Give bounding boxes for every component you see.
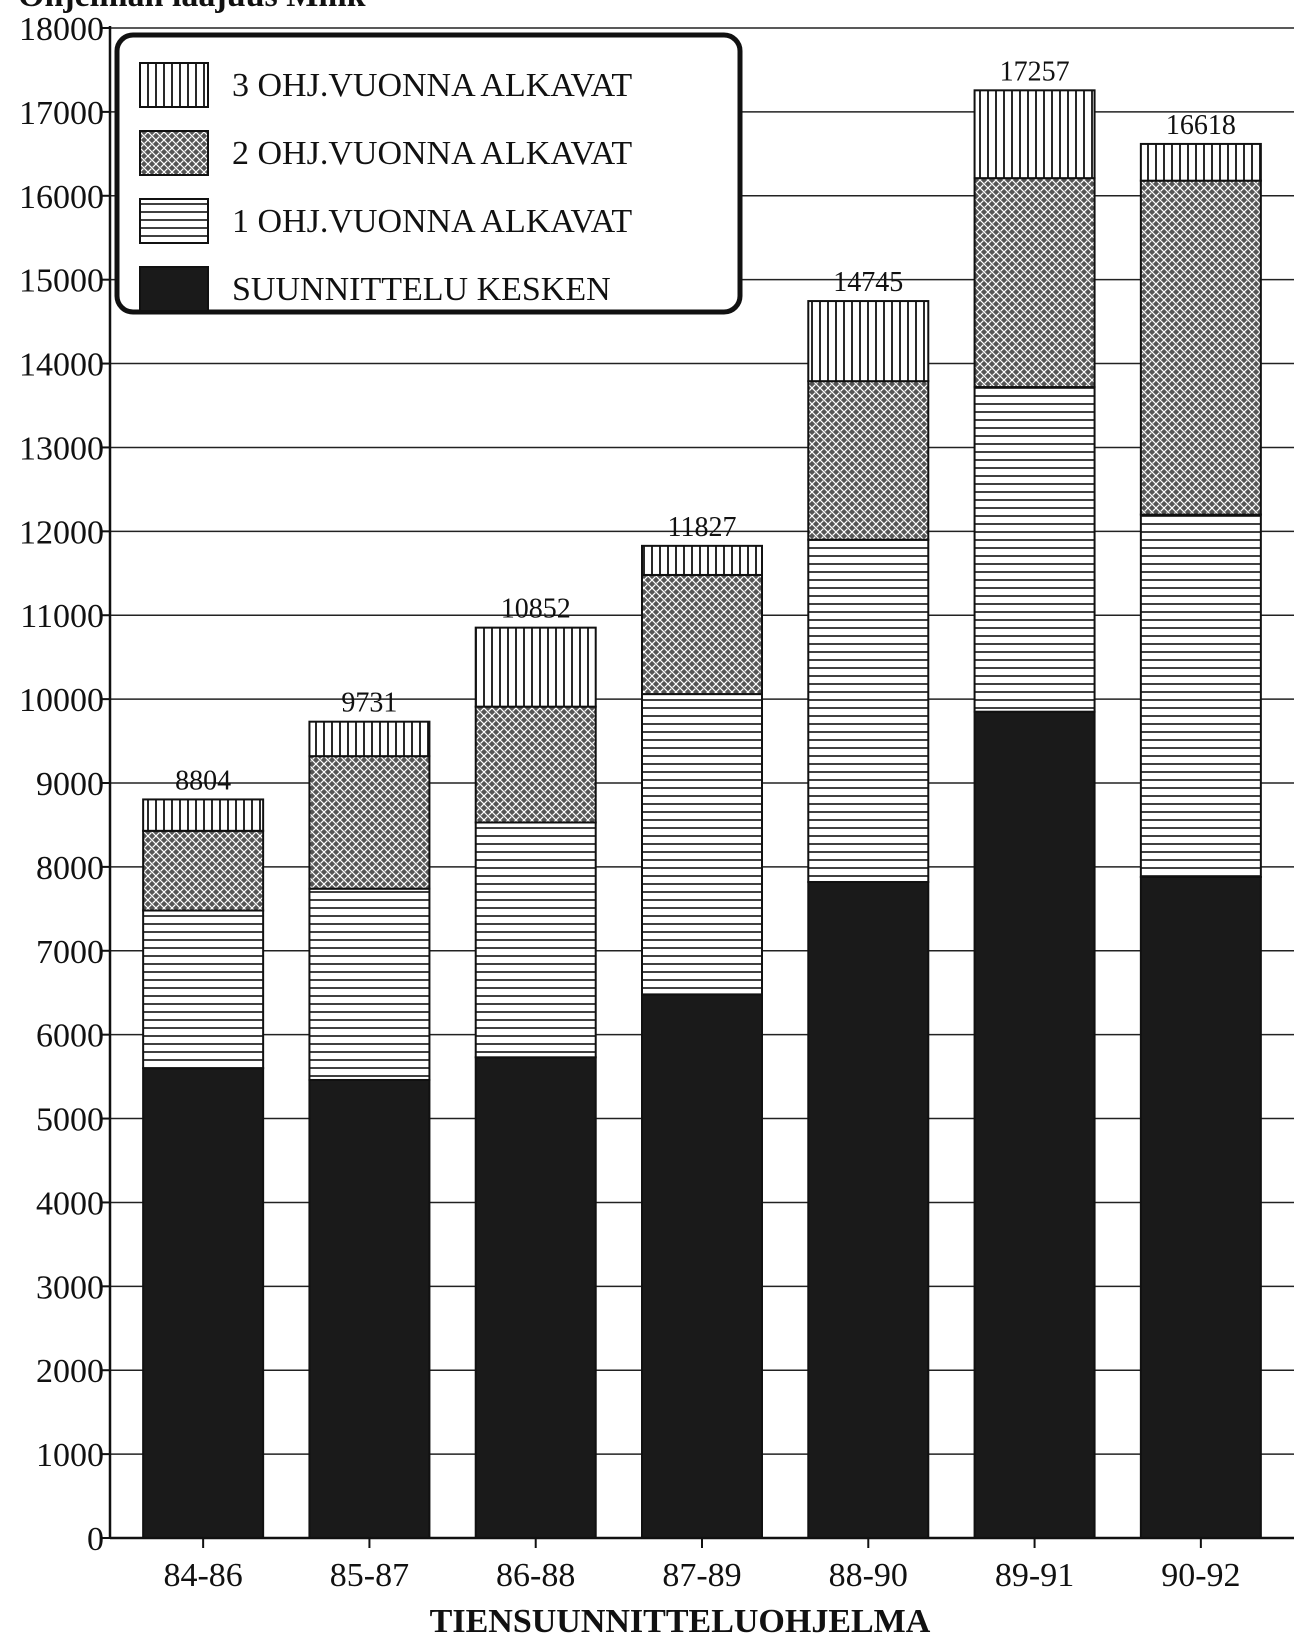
bar-segment (1139, 142, 1262, 182)
bar-segment (474, 821, 597, 1059)
x-tick-label: 85-87 (330, 1557, 409, 1594)
bar-total-label: 17257 (1000, 56, 1070, 87)
y-tick-label: 4000 (36, 1185, 104, 1222)
bar-segment (1139, 875, 1262, 1539)
bar-segment (142, 829, 265, 912)
y-tick-label: 1000 (36, 1437, 104, 1474)
bar-segment (973, 710, 1096, 1539)
bar-segment (308, 755, 431, 890)
y-tick-label: 16000 (19, 179, 104, 216)
y-tick-label: 9000 (36, 766, 104, 803)
y-tick-label: 14000 (19, 347, 104, 384)
y-tick-label: 13000 (19, 430, 104, 467)
bar-total-label: 11827 (668, 512, 737, 543)
y-tick-label: 0 (87, 1521, 104, 1558)
legend-entry-label: 3 OHJ.VUONNA ALKAVAT (232, 67, 632, 104)
bar-segment (807, 380, 930, 541)
bar-segment (641, 544, 763, 576)
y-tick-label: 12000 (19, 514, 104, 551)
y-axis-ticks: 0 1000 2000 3000 4000 5000 6000 7000 8000 9000 100… (19, 11, 110, 1558)
legend-swatch (139, 266, 209, 312)
bar-total-label: 16618 (1166, 110, 1236, 141)
legend-swatch (139, 198, 209, 244)
y-tick-label: 5000 (36, 1102, 104, 1139)
bar-segment (1139, 513, 1262, 878)
x-tick-label: 86-88 (496, 1557, 575, 1594)
y-tick-label: 10000 (19, 682, 104, 719)
x-tick-label: 89-91 (995, 1557, 1074, 1594)
legend-entry-label: SUUNNITTELU KESKEN (232, 271, 611, 308)
bar-segment (973, 386, 1096, 713)
bar-segment (474, 1056, 597, 1539)
x-tick-label: 88-90 (829, 1557, 908, 1594)
bar-segment (807, 880, 930, 1539)
bar-segment (973, 89, 1096, 180)
y-tick-label: 6000 (36, 1018, 104, 1055)
bar-total-label: 10852 (501, 594, 571, 625)
bar-segment (641, 993, 763, 1539)
bar-segment (142, 1067, 265, 1539)
bar-segment (308, 1078, 431, 1539)
x-tick-label: 90-92 (1161, 1557, 1240, 1594)
bar-total-label: 9731 (341, 688, 397, 719)
legend: 3 OHJ.VUONNA ALKAVAT 2 OHJ.VUONNA ALKAVAT… (114, 32, 743, 315)
x-axis-ticks: 84-86 85-87 86-88 87-89 88-90 89-91 90-92 (163, 1538, 1241, 1594)
y-axis-title: Ohjelman laajuus Mmk (18, 0, 366, 14)
y-tick-label: 11000 (20, 598, 104, 635)
y-tick-label: 15000 (19, 263, 104, 300)
y-tick-label: 7000 (36, 934, 104, 971)
bar-segment (308, 720, 431, 758)
bar-segment (641, 693, 763, 996)
bar-segment (807, 538, 930, 883)
bar-segment (142, 909, 265, 1070)
y-tick-label: 2000 (36, 1353, 104, 1390)
bars: 8804 9731 10852 11827 14745 17257 16618 (142, 56, 1262, 1539)
bar-total-label: 14745 (833, 267, 903, 298)
legend-entry-label: 2 OHJ.VUONNA ALKAVAT (232, 135, 632, 172)
x-tick-label: 84-86 (163, 1557, 242, 1594)
y-tick-label: 3000 (36, 1269, 104, 1306)
legend-box (114, 32, 743, 315)
bar-total-label: 8804 (175, 765, 231, 796)
bar-segment (308, 887, 431, 1081)
x-tick-label: 87-89 (662, 1557, 741, 1594)
x-axis-title: TIENSUUNNITTELUOHJELMA (430, 1603, 931, 1640)
legend-swatch (139, 62, 209, 108)
legend-entry-label: 1 OHJ.VUONNA ALKAVAT (232, 203, 632, 240)
bar-segment (973, 177, 1096, 389)
bar-segment (474, 626, 597, 708)
legend-swatch (139, 130, 209, 176)
bar-segment (1139, 179, 1262, 516)
bar-segment (142, 798, 265, 832)
bar-segment (807, 300, 930, 383)
bar-segment (474, 705, 597, 824)
y-tick-label: 18000 (19, 11, 104, 48)
y-tick-label: 8000 (36, 850, 104, 887)
bar-segment (641, 573, 763, 696)
y-tick-label: 17000 (19, 95, 104, 132)
